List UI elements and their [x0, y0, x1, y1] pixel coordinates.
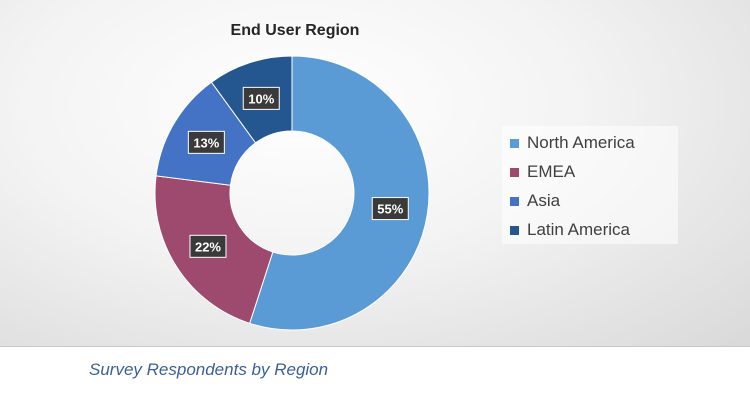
data-label-latin-america: 10% — [242, 86, 280, 110]
data-label-text: 55% — [377, 202, 403, 217]
data-label-text: 13% — [193, 135, 219, 150]
legend-swatch — [510, 138, 519, 148]
data-label-text: 22% — [195, 239, 221, 254]
legend-item-emea: EMEA — [510, 159, 575, 185]
legend-label: North America — [527, 133, 635, 152]
legend-label: Latin America — [527, 220, 630, 239]
data-label-emea: 22% — [189, 234, 227, 258]
data-label-north-america: 55% — [371, 197, 409, 221]
data-label-asia: 13% — [187, 130, 225, 154]
data-label-box — [371, 197, 409, 221]
chart-area: End User Region 55% 22% 13% 10% North Ameri… — [0, 0, 750, 347]
legend-item-asia: Asia — [510, 188, 560, 214]
figure-caption: Survey Respondents by Region — [89, 360, 329, 379]
legend-label: Asia — [527, 191, 561, 210]
donut-chart: 55% 22% 13% 10% — [154, 55, 430, 331]
legend-swatch — [510, 196, 519, 206]
data-label-box — [242, 86, 280, 110]
data-label-box — [187, 130, 225, 154]
legend-swatch — [510, 225, 519, 235]
donut-slice-north-america — [249, 55, 430, 331]
legend-swatch — [510, 167, 519, 177]
data-label-box — [189, 234, 227, 258]
chart-title: End User Region — [230, 22, 360, 39]
legend: North America EMEA Asia Latin America — [502, 126, 678, 244]
legend-label: EMEA — [527, 162, 576, 181]
legend-item-north-america: North America — [510, 130, 635, 156]
legend-item-latin-america: Latin America — [510, 217, 630, 243]
data-label-text: 10% — [248, 91, 274, 106]
